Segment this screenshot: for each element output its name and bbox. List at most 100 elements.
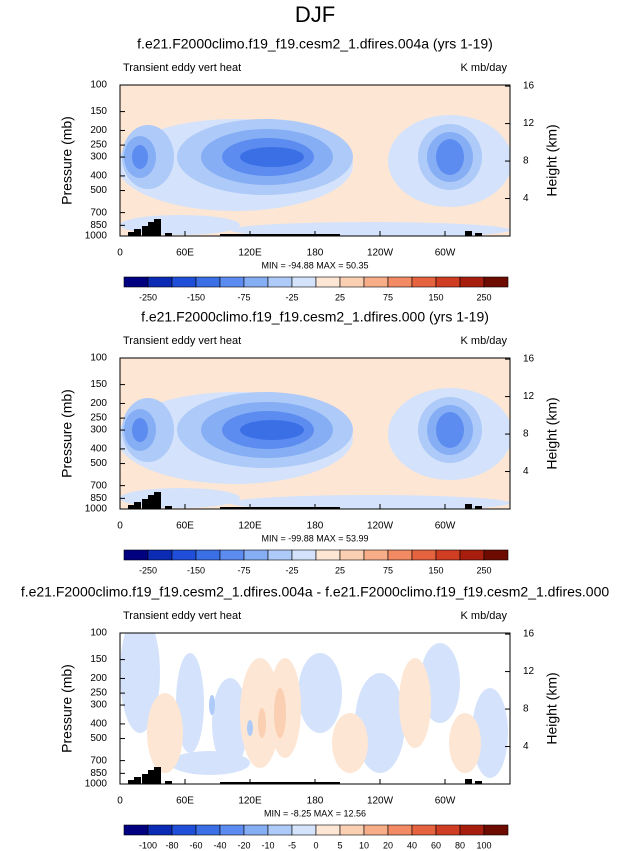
colorbar-label: -75 <box>237 292 250 302</box>
x-tick-label: 120W <box>367 796 394 807</box>
colorbar-label: -250 <box>139 292 157 302</box>
colorbar-box <box>339 549 365 561</box>
contour-fill <box>120 633 160 733</box>
contour-fill <box>176 653 204 753</box>
right-label: K mb/day <box>461 610 508 622</box>
colorbar-box <box>195 549 221 561</box>
topography <box>465 231 472 236</box>
colorbar-label: -60 <box>189 840 202 850</box>
x-tick-label: 60W <box>435 796 456 807</box>
topography <box>142 226 149 236</box>
colorbar-label: -5 <box>288 840 296 850</box>
y2-tick-label: 8 <box>523 704 529 715</box>
annotation: MIN = -8.25 MAX = 12.56 <box>264 808 366 818</box>
topography <box>154 767 161 784</box>
colorbar-box <box>411 824 437 836</box>
colorbar-box <box>171 276 197 288</box>
left-label: Transient eddy vert heat <box>123 335 241 347</box>
y-tick-label: 850 <box>90 768 107 779</box>
topography <box>220 782 340 784</box>
plot-area <box>120 633 510 784</box>
colorbar-box <box>363 549 389 561</box>
topography <box>154 492 161 509</box>
contour-fill <box>472 688 508 778</box>
contour-fill <box>247 720 253 736</box>
colorbar-label: 250 <box>476 292 491 302</box>
x-tick-label: 0 <box>117 521 123 532</box>
colorbar-box <box>435 276 461 288</box>
topography <box>465 779 472 784</box>
left-label: Transient eddy vert heat <box>123 62 241 74</box>
y2-tick-label: 4 <box>523 193 529 204</box>
colorbar-box <box>147 276 173 288</box>
y-tick-label: 200 <box>90 125 107 136</box>
y-tick-label: 150 <box>90 654 107 665</box>
y-tick-label: 300 <box>90 152 107 163</box>
y-tick-label: 400 <box>90 719 107 730</box>
contour-fill <box>258 708 266 738</box>
y-tick-label: 500 <box>90 458 107 469</box>
x-tick-label: 120E <box>238 796 262 807</box>
y2-tick-label: 8 <box>523 429 529 440</box>
annotation: MIN = -94.88 MAX = 50.35 <box>261 260 368 270</box>
topography <box>165 506 172 509</box>
colorbar-box <box>435 549 461 561</box>
colorbar-box <box>123 276 149 288</box>
colorbar-box <box>411 549 437 561</box>
topography <box>220 507 340 509</box>
x-tick-label: 60W <box>435 248 456 259</box>
topography <box>475 233 482 236</box>
colorbar-box <box>291 824 317 836</box>
panel-title: f.e21.F2000climo.f19_f19.cesm2_1.dfires.… <box>21 584 610 600</box>
y2-tick-label: 12 <box>523 666 535 677</box>
contour-fill <box>230 222 510 236</box>
colorbar-label: -150 <box>187 565 205 575</box>
colorbar-box <box>123 824 149 836</box>
y2-axis-label: Height (km) <box>544 124 560 196</box>
panel-title: f.e21.F2000climo.f19_f19.cesm2_1.dfires.… <box>137 36 493 52</box>
x-tick-label: 60E <box>176 521 194 532</box>
colorbar-box <box>387 824 413 836</box>
y-tick-label: 850 <box>90 220 107 231</box>
colorbar-label: 150 <box>428 565 443 575</box>
colorbar-box <box>171 549 197 561</box>
colorbar-label: -10 <box>261 840 274 850</box>
y-tick-label: 700 <box>90 480 107 491</box>
colorbar-label: 75 <box>383 292 393 302</box>
y-tick-label: 100 <box>90 80 107 91</box>
panel: f.e21.F2000climo.f19_f19.cesm2_1.dfires.… <box>59 309 560 576</box>
panel: f.e21.F2000climo.f19_f19.cesm2_1.dfires.… <box>21 584 610 851</box>
colorbar-box <box>387 276 413 288</box>
colorbar-label: 25 <box>335 292 345 302</box>
topography <box>165 781 172 784</box>
contour-fill <box>230 495 510 509</box>
colorbar-label: -150 <box>187 292 205 302</box>
y2-tick-label: 16 <box>523 81 535 92</box>
x-tick-label: 60W <box>435 521 456 532</box>
topography <box>475 781 482 784</box>
colorbar-box <box>291 276 317 288</box>
x-tick-label: 60E <box>176 248 194 259</box>
contour-fill <box>332 713 368 773</box>
topography <box>134 502 141 509</box>
y-tick-label: 500 <box>90 733 107 744</box>
x-tick-label: 120W <box>367 521 394 532</box>
y-axis-label: Pressure (mb) <box>59 664 75 753</box>
y-tick-label: 200 <box>90 398 107 409</box>
colorbar-label: -25 <box>285 565 298 575</box>
y-tick-label: 700 <box>90 755 107 766</box>
contour-fill <box>132 418 148 442</box>
colorbar-box <box>483 549 509 561</box>
y2-tick-label: 12 <box>523 391 535 402</box>
y-tick-label: 400 <box>90 171 107 182</box>
y-tick-label: 250 <box>90 140 107 151</box>
y-tick-label: 150 <box>90 106 107 117</box>
colorbar-box <box>459 276 485 288</box>
y-tick-label: 300 <box>90 425 107 436</box>
topography <box>154 219 161 236</box>
colorbar-box <box>219 276 245 288</box>
colorbar-box <box>243 549 269 561</box>
topography <box>128 232 135 236</box>
topography <box>134 229 141 236</box>
